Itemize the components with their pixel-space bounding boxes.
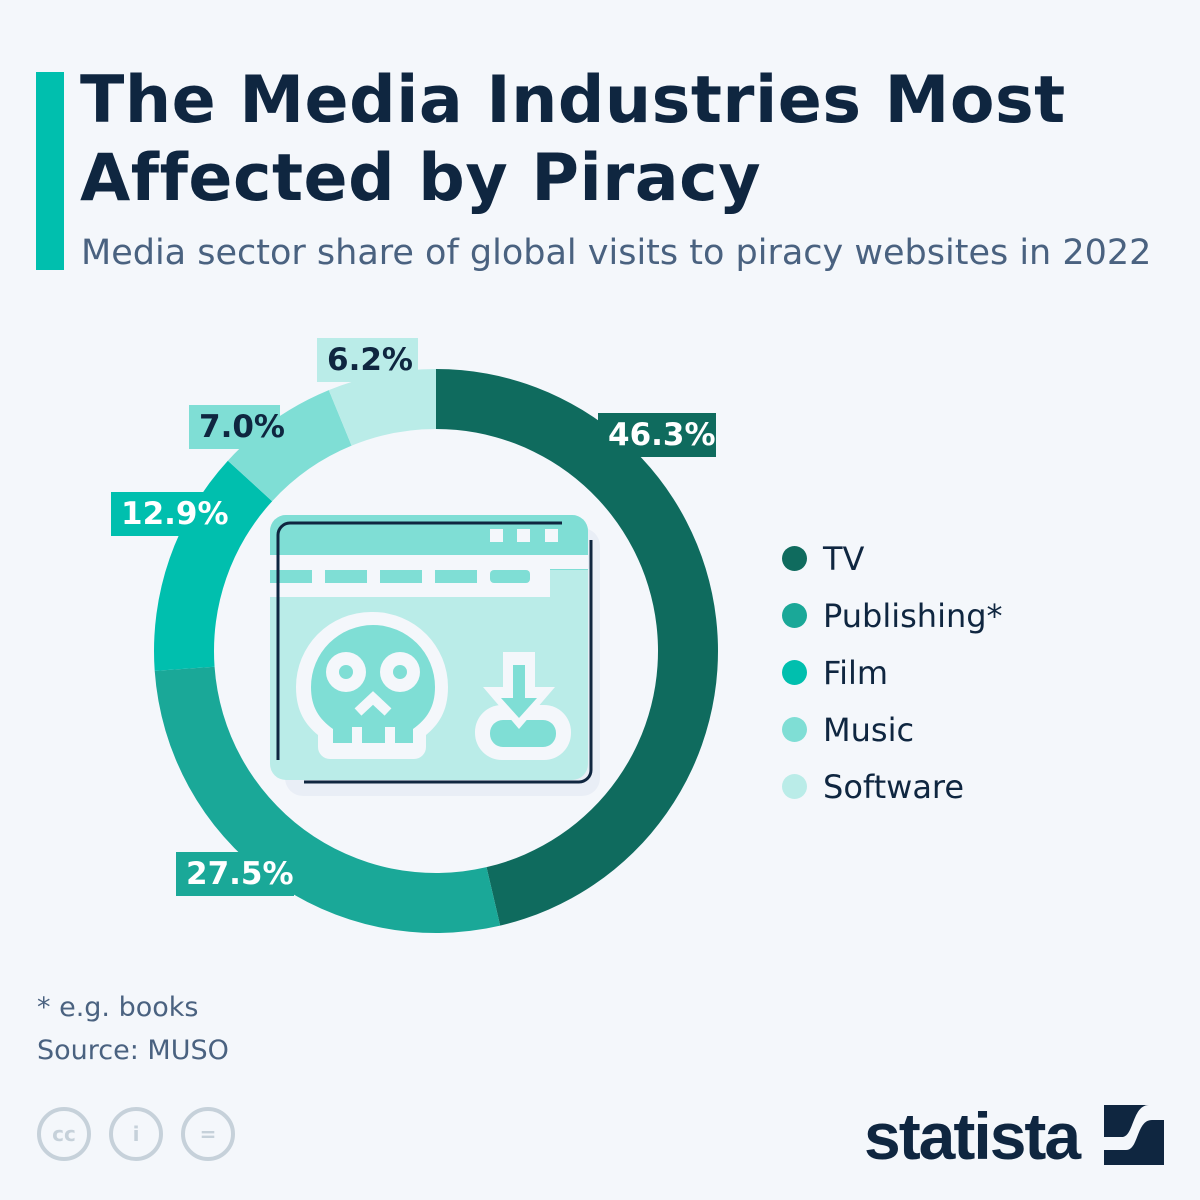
title-accent-bar <box>36 72 64 270</box>
statista-logo[interactable]: statista <box>864 1099 1081 1173</box>
page-title: The Media Industries Most Affected by Pi… <box>80 63 1066 216</box>
legend-swatch <box>782 660 807 685</box>
piracy-browser-skull-icon <box>270 515 600 796</box>
legend-item-music: Music <box>782 701 1003 758</box>
donut-slice-film <box>154 460 273 671</box>
data-label-publishing: 27.5% <box>176 852 294 896</box>
legend-label: Software <box>823 767 965 806</box>
legend-swatch <box>782 717 807 742</box>
data-label-software: 6.2% <box>317 338 418 382</box>
legend-swatch <box>782 774 807 799</box>
legend-swatch <box>782 603 807 628</box>
subtitle: Media sector share of global visits to p… <box>81 233 1152 273</box>
legend: TV Publishing* Film Music Software <box>782 530 1003 815</box>
data-label-music: 7.0% <box>189 405 285 449</box>
source: Source: MUSO <box>37 1035 229 1066</box>
donut-slice-music <box>227 390 352 502</box>
data-label-tv: 46.3% <box>598 413 716 457</box>
attribution-icon[interactable]: i <box>109 1107 163 1161</box>
legend-label: Film <box>823 653 889 692</box>
legend-item-film: Film <box>782 644 1003 701</box>
legend-label: TV <box>823 539 865 578</box>
no-derivatives-icon[interactable]: = <box>181 1107 235 1161</box>
donut-slice-software <box>328 369 436 446</box>
data-label-film: 12.9% <box>111 492 230 536</box>
legend-label: Music <box>823 710 915 749</box>
legend-swatch <box>782 546 807 571</box>
legend-item-tv: TV <box>782 530 1003 587</box>
cc-icon[interactable]: cc <box>37 1107 91 1161</box>
donut-slice-publishing <box>154 666 501 933</box>
statista-logo-mark-icon <box>1104 1105 1164 1165</box>
legend-item-software: Software <box>782 758 1003 815</box>
legend-label: Publishing* <box>823 596 1003 635</box>
legend-item-publishing: Publishing* <box>782 587 1003 644</box>
footnote: * e.g. books <box>37 992 199 1023</box>
donut-slice-tv <box>436 369 719 926</box>
